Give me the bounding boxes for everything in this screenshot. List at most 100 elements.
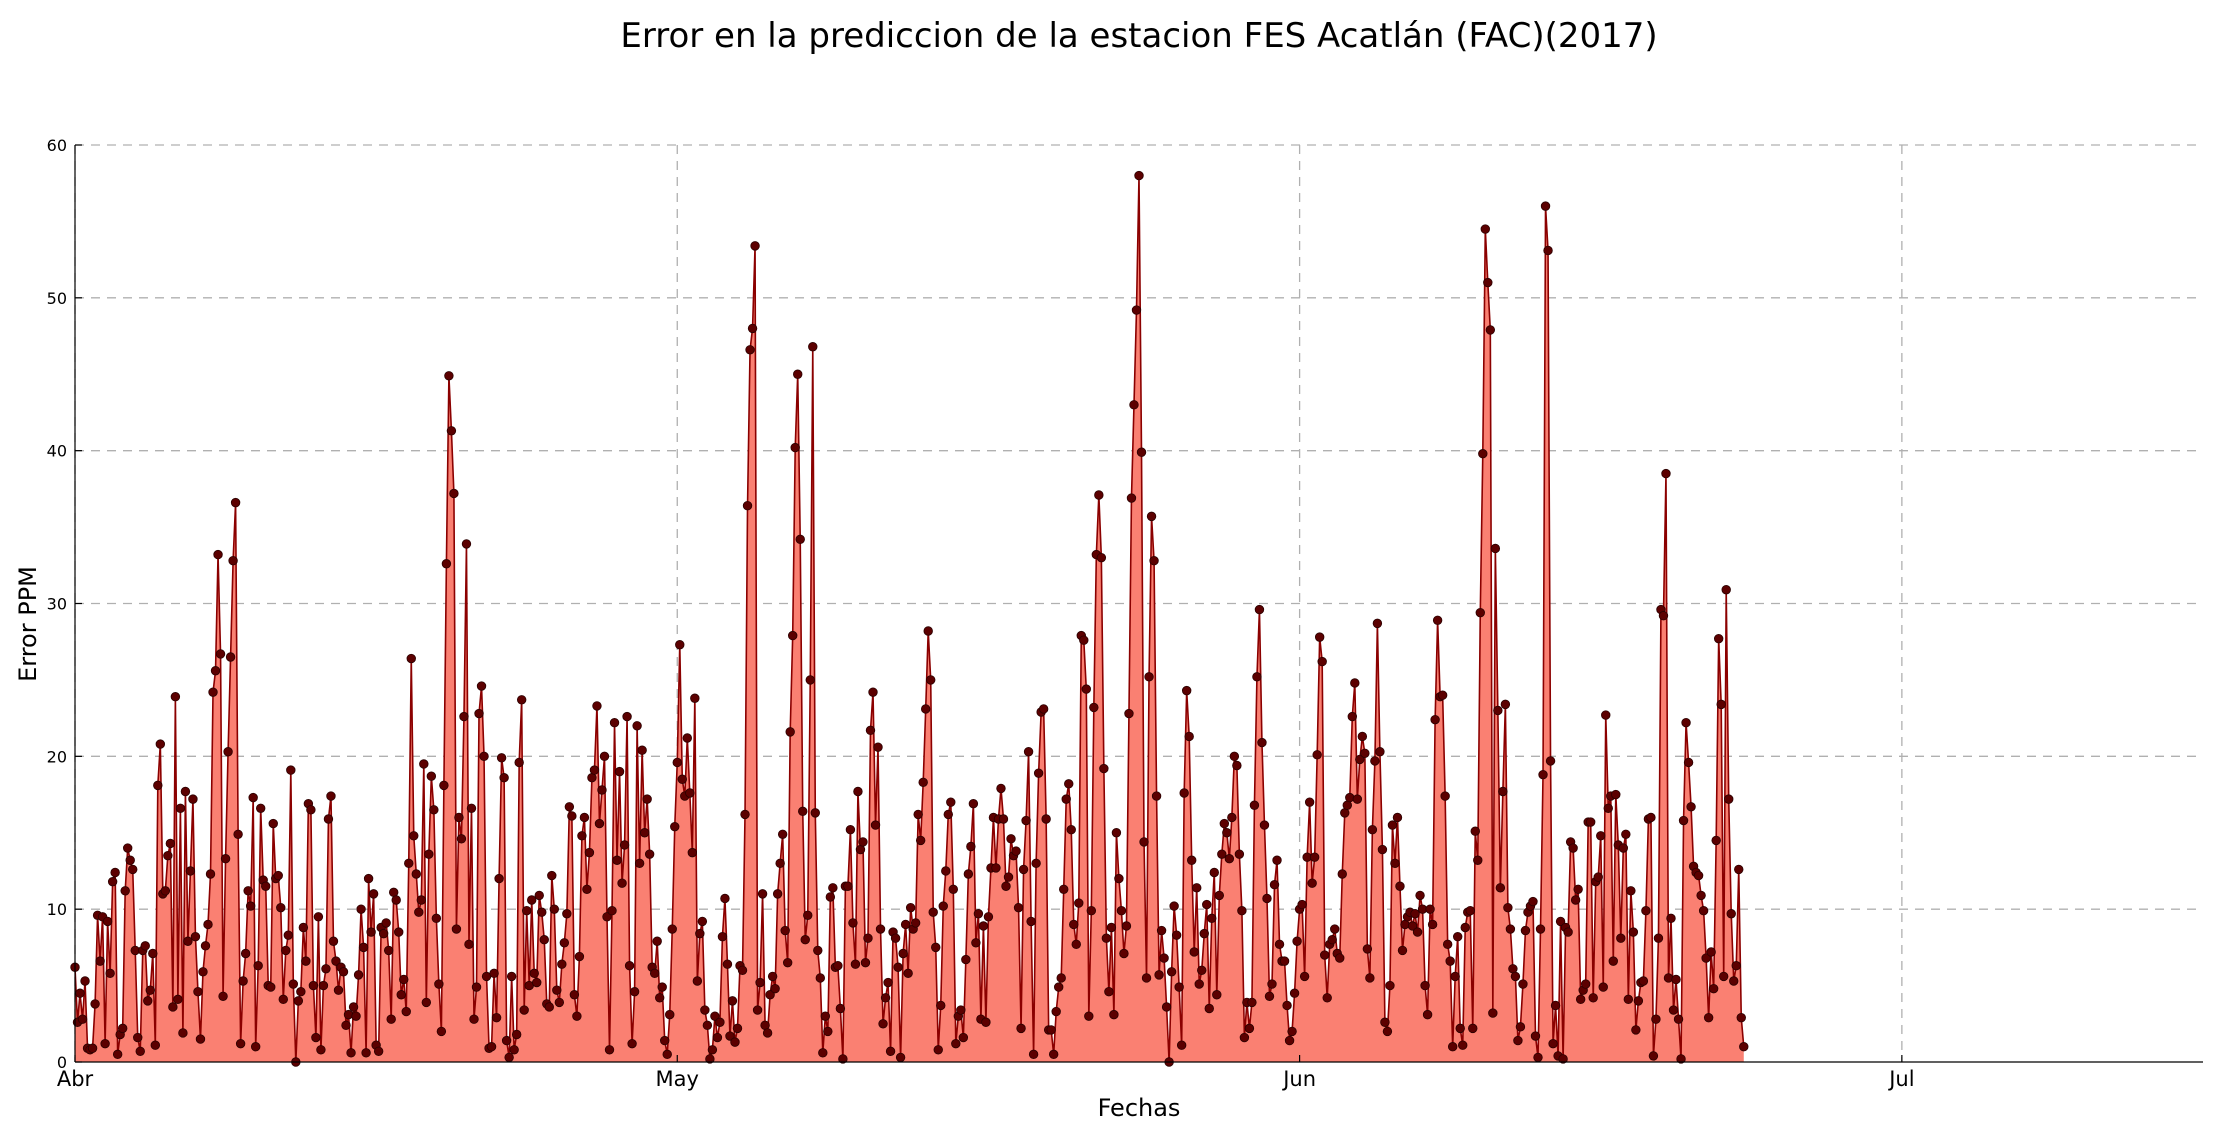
data-point [1718, 971, 1729, 982]
data-point [637, 745, 647, 755]
data-point [765, 990, 775, 1000]
data-point [343, 1009, 354, 1020]
data-point [1131, 305, 1142, 315]
data-point [634, 858, 645, 869]
data-point [818, 1048, 828, 1058]
data-point [358, 942, 369, 953]
data-point [567, 811, 577, 821]
data-point [338, 967, 349, 977]
data-point [1337, 869, 1347, 879]
data-point [579, 812, 590, 823]
data-point [1003, 872, 1014, 882]
data-point [185, 866, 196, 876]
data-point [921, 704, 931, 714]
data-point [627, 1038, 637, 1049]
data-point [1623, 994, 1634, 1005]
data-point [655, 993, 665, 1003]
data-point [394, 927, 404, 937]
data-point [617, 878, 627, 888]
data-point [1202, 899, 1212, 910]
data-point [1232, 760, 1242, 771]
data-point [296, 987, 306, 997]
data-point [996, 783, 1006, 794]
data-point [1412, 927, 1423, 937]
data-point [805, 675, 815, 685]
data-point [1425, 904, 1435, 914]
data-point [1535, 924, 1546, 934]
data-point [1299, 971, 1310, 982]
data-point [1234, 849, 1245, 859]
data-point [1001, 881, 1011, 891]
data-point [168, 1002, 178, 1012]
data-point [991, 863, 1001, 873]
data-point [961, 954, 971, 965]
data-point [509, 1045, 519, 1055]
data-point [918, 777, 928, 788]
data-point [788, 630, 798, 641]
data-point [1124, 708, 1134, 719]
data-point [720, 893, 730, 904]
data-point [1066, 824, 1076, 835]
data-point [190, 931, 201, 942]
data-point [516, 695, 527, 705]
data-point [903, 968, 913, 979]
data-point [1558, 1054, 1568, 1064]
data-point [642, 794, 652, 804]
data-point [311, 1032, 321, 1043]
data-point [411, 869, 421, 879]
data-point [823, 1026, 833, 1037]
data-point [762, 1028, 773, 1038]
data-point [1204, 1003, 1214, 1014]
data-point [933, 1045, 943, 1055]
data-point [624, 961, 635, 971]
data-point [1651, 1014, 1661, 1024]
data-point [1011, 846, 1021, 856]
data-point [1249, 800, 1260, 810]
data-point [981, 1017, 991, 1027]
data-point [910, 918, 921, 928]
data-point [471, 982, 482, 992]
data-point [667, 924, 677, 934]
data-point [1314, 632, 1325, 642]
data-point [1161, 1002, 1172, 1012]
data-point [1056, 973, 1066, 983]
data-point [539, 935, 549, 945]
data-point [401, 1006, 411, 1017]
data-point [283, 930, 294, 940]
data-point [614, 766, 625, 777]
data-point [594, 818, 605, 829]
data-point [1237, 905, 1247, 916]
data-point [639, 828, 650, 838]
data-point [230, 497, 241, 508]
data-point [740, 809, 750, 820]
data-point [1357, 731, 1368, 742]
data-point [612, 855, 622, 865]
data-point [1048, 1049, 1059, 1060]
data-point [1094, 490, 1104, 500]
data-point [511, 1029, 522, 1040]
data-point [1114, 873, 1124, 884]
data-point [117, 1023, 128, 1034]
data-point [1646, 812, 1656, 823]
data-point [1370, 756, 1380, 766]
data-point [1580, 979, 1591, 989]
data-point [301, 956, 311, 966]
data-point [931, 942, 941, 953]
data-point [572, 1011, 582, 1021]
data-point [1495, 883, 1506, 893]
data-point [519, 1005, 529, 1015]
data-point [687, 847, 698, 858]
data-point [675, 640, 685, 650]
data-point [1382, 1026, 1393, 1037]
data-point [1638, 976, 1649, 986]
data-point [446, 426, 457, 436]
data-point [958, 1032, 969, 1043]
data-point [622, 711, 632, 722]
y-tick-label: 30 [47, 595, 67, 614]
data-point [1460, 922, 1470, 933]
data-point [145, 985, 155, 995]
data-point [213, 549, 223, 560]
data-point [286, 765, 296, 775]
data-point [1676, 1054, 1686, 1064]
data-point [441, 559, 452, 569]
